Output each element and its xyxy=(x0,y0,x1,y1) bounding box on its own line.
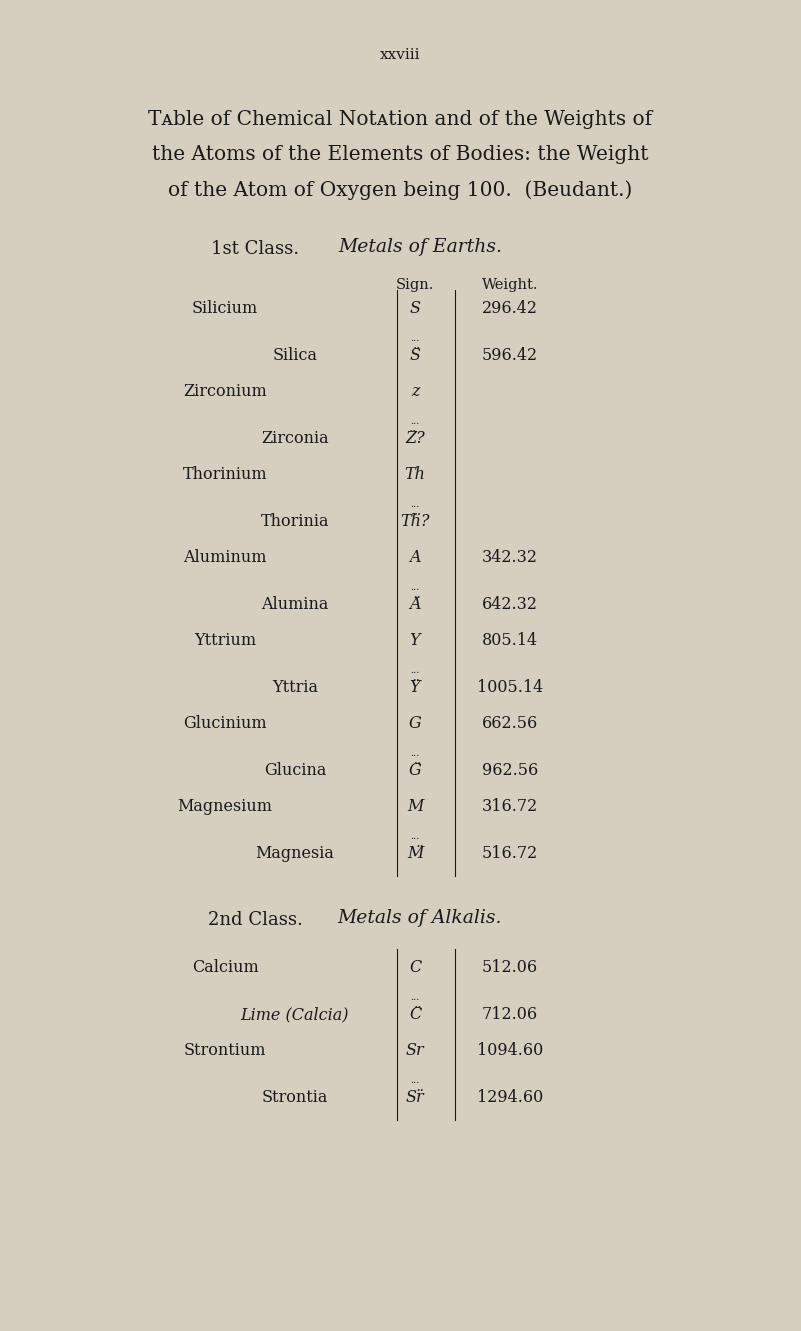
Text: xxviii: xxviii xyxy=(380,48,421,63)
Text: ...: ... xyxy=(410,417,420,426)
Text: Yttria: Yttria xyxy=(272,679,318,696)
Text: M: M xyxy=(407,799,423,815)
Text: Sr̈: Sr̈ xyxy=(405,1089,425,1106)
Text: Sign.: Sign. xyxy=(396,278,434,291)
Text: 596.42: 596.42 xyxy=(482,347,538,363)
Text: 2nd Class.: 2nd Class. xyxy=(207,910,303,929)
Text: Th: Th xyxy=(405,466,425,483)
Text: 642.32: 642.32 xyxy=(482,596,538,614)
Text: ...: ... xyxy=(410,666,420,675)
Text: Thorinium: Thorinium xyxy=(183,466,268,483)
Text: Tḧ?: Tḧ? xyxy=(400,512,430,530)
Text: of the Atom of Oxygen being 100.  (Beudant.): of the Atom of Oxygen being 100. (Beudan… xyxy=(168,180,632,200)
Text: Ÿ: Ÿ xyxy=(409,679,421,696)
Text: Z̈?: Z̈? xyxy=(405,430,425,447)
Text: 342.32: 342.32 xyxy=(482,548,538,566)
Text: S: S xyxy=(409,299,421,317)
Text: 316.72: 316.72 xyxy=(482,799,538,815)
Text: ...: ... xyxy=(410,749,420,757)
Text: C: C xyxy=(409,960,421,976)
Text: ...: ... xyxy=(410,583,420,592)
Text: 1st Class.: 1st Class. xyxy=(211,240,299,258)
Text: Lime (Calcia): Lime (Calcia) xyxy=(241,1006,349,1024)
Text: Zirconia: Zirconia xyxy=(261,430,329,447)
Text: G̈: G̈ xyxy=(409,763,421,779)
Text: Glucinium: Glucinium xyxy=(183,715,267,732)
Text: 712.06: 712.06 xyxy=(482,1006,538,1024)
Text: 805.14: 805.14 xyxy=(482,632,538,650)
Text: 1005.14: 1005.14 xyxy=(477,679,543,696)
Text: ...: ... xyxy=(410,993,420,1002)
Text: Y: Y xyxy=(409,632,421,650)
Text: S̈: S̈ xyxy=(409,347,421,363)
Text: Strontium: Strontium xyxy=(183,1042,266,1059)
Text: Alumina: Alumina xyxy=(261,596,328,614)
Text: the Atoms of the Elements of Bodies: the Weight: the Atoms of the Elements of Bodies: the… xyxy=(151,145,648,164)
Text: 516.72: 516.72 xyxy=(482,845,538,862)
Text: Metals of Alkalis.: Metals of Alkalis. xyxy=(338,909,502,926)
Text: G: G xyxy=(409,715,421,732)
Text: Silica: Silica xyxy=(272,347,317,363)
Text: C̈: C̈ xyxy=(409,1006,421,1024)
Text: ...: ... xyxy=(410,500,420,508)
Text: Strontia: Strontia xyxy=(262,1089,328,1106)
Text: 662.56: 662.56 xyxy=(482,715,538,732)
Text: 512.06: 512.06 xyxy=(482,960,538,976)
Text: Metals of Earths.: Metals of Earths. xyxy=(338,238,502,256)
Text: z: z xyxy=(411,383,419,401)
Text: M̈: M̈ xyxy=(407,845,423,862)
Text: Sr: Sr xyxy=(405,1042,425,1059)
Text: Weight.: Weight. xyxy=(481,278,538,291)
Text: 296.42: 296.42 xyxy=(482,299,538,317)
Text: 1294.60: 1294.60 xyxy=(477,1089,543,1106)
Text: A: A xyxy=(409,548,421,566)
Text: ...: ... xyxy=(410,1075,420,1085)
Text: Yttrium: Yttrium xyxy=(194,632,256,650)
Text: Thorinia: Thorinia xyxy=(261,512,329,530)
Text: Magnesia: Magnesia xyxy=(256,845,335,862)
Text: ...: ... xyxy=(410,832,420,841)
Text: Glucina: Glucina xyxy=(264,763,326,779)
Text: Calcium: Calcium xyxy=(191,960,259,976)
Text: Tᴀble of Chemical Notᴀtion and of the Weights of: Tᴀble of Chemical Notᴀtion and of the We… xyxy=(148,110,652,129)
Text: Silicium: Silicium xyxy=(192,299,258,317)
Text: ...: ... xyxy=(410,334,420,343)
Text: 1094.60: 1094.60 xyxy=(477,1042,543,1059)
Text: Aluminum: Aluminum xyxy=(183,548,267,566)
Text: Ä: Ä xyxy=(409,596,421,614)
Text: 962.56: 962.56 xyxy=(482,763,538,779)
Text: Zirconium: Zirconium xyxy=(183,383,267,401)
Text: Magnesium: Magnesium xyxy=(178,799,272,815)
